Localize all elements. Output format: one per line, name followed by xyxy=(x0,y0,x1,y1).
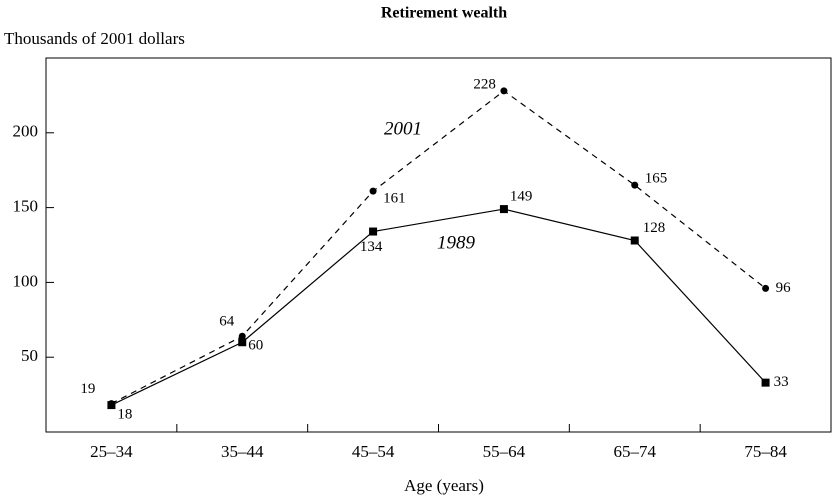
series-name: 2001 xyxy=(384,118,422,139)
y-tick-label: 50 xyxy=(21,346,38,365)
data-label: 19 xyxy=(80,381,95,397)
data-label: 128 xyxy=(643,220,666,236)
x-tick-label: 45–54 xyxy=(352,442,395,461)
data-label: 228 xyxy=(473,76,496,92)
x-tick-label: 25–34 xyxy=(90,442,133,461)
marker xyxy=(762,284,770,292)
data-label: 161 xyxy=(383,191,406,207)
x-tick-label: 55–64 xyxy=(483,442,526,461)
marker xyxy=(630,236,639,245)
series-name: 1989 xyxy=(437,232,476,253)
series-line xyxy=(111,90,766,405)
marker xyxy=(238,332,246,340)
data-label: 165 xyxy=(645,171,668,187)
data-label: 64 xyxy=(219,314,235,330)
marker xyxy=(500,87,508,95)
chart-title: Retirement wealth xyxy=(381,5,507,22)
data-label: 60 xyxy=(248,338,263,354)
data-label: 134 xyxy=(360,239,383,255)
data-label: 18 xyxy=(117,407,132,423)
marker xyxy=(761,378,770,387)
marker xyxy=(369,227,378,236)
y-tick-label: 150 xyxy=(13,197,39,216)
y-tick-label: 200 xyxy=(13,122,39,141)
x-tick-label: 65–74 xyxy=(614,442,657,461)
data-label: 96 xyxy=(776,280,792,296)
marker xyxy=(369,187,377,195)
x-axis-label: Age (years) xyxy=(404,476,484,495)
marker xyxy=(631,181,639,189)
series-line xyxy=(111,208,767,406)
marker xyxy=(107,401,116,410)
x-tick-label: 75–84 xyxy=(744,442,787,461)
y-axis-label: Thousands of 2001 dollars xyxy=(4,29,185,48)
y-tick-label: 100 xyxy=(13,271,39,290)
data-label: 149 xyxy=(510,189,532,205)
marker xyxy=(238,338,247,347)
x-tick-label: 35–44 xyxy=(221,442,264,461)
data-label: 33 xyxy=(774,374,789,390)
marker xyxy=(499,205,508,214)
